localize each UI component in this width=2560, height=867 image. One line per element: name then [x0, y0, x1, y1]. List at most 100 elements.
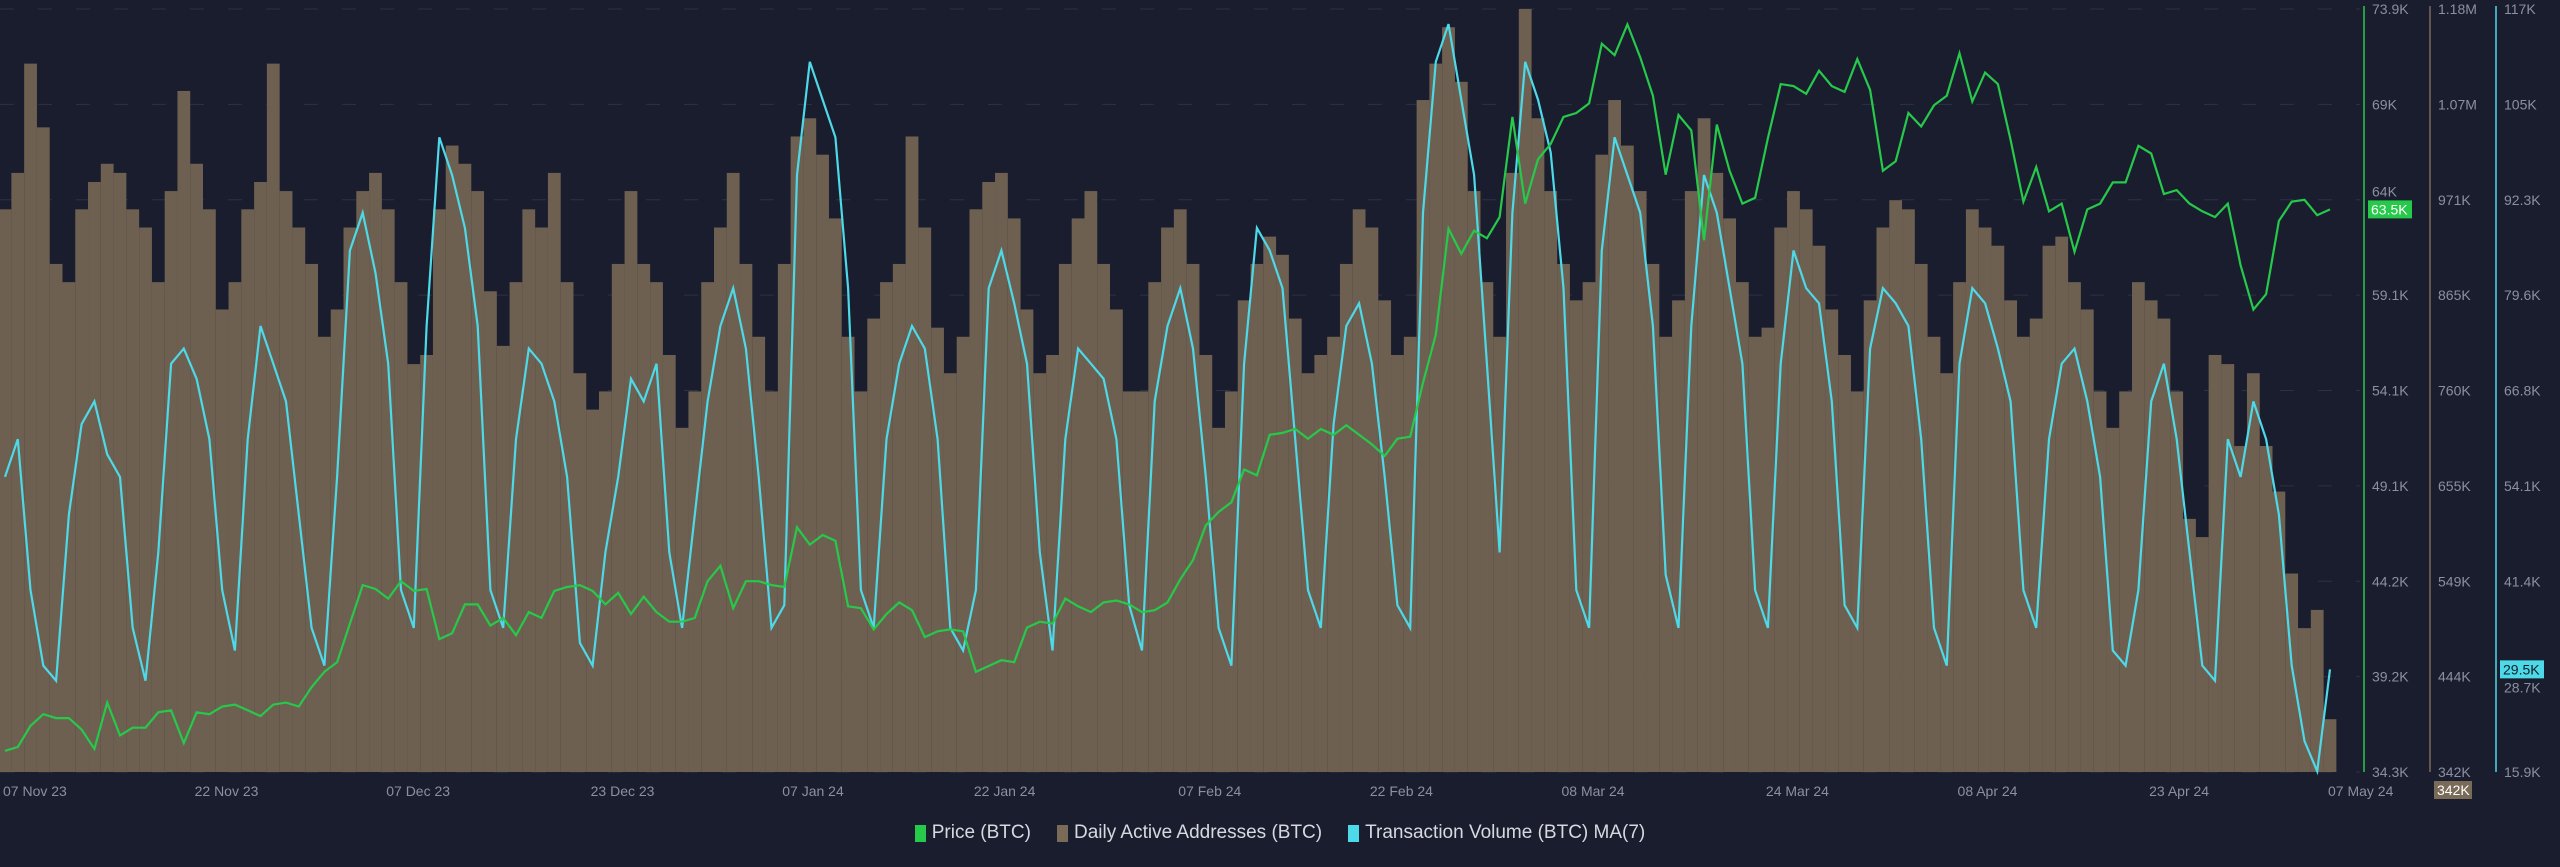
active-addresses-bar: [611, 263, 625, 772]
active-addresses-bar: [2157, 318, 2171, 772]
active-addresses-bar: [522, 209, 536, 773]
active-addresses-bar: [1467, 191, 1481, 773]
active-addresses-bar: [931, 327, 944, 772]
y-axis-tick-label: 44.2K: [2372, 573, 2409, 589]
x-axis-tick-label: 23 Apr 24: [2149, 783, 2209, 799]
active-addresses-bar: [420, 354, 433, 772]
active-addresses-bar: [1084, 191, 1098, 773]
active-addresses-bar: [407, 364, 421, 772]
active-addresses-bar: [1978, 227, 1992, 773]
active-addresses-bar: [1071, 218, 1085, 772]
active-addresses-bar: [1697, 118, 1711, 773]
y-axis-tick-label: 34.3K: [2372, 764, 2409, 780]
legend-item-price[interactable]: Price (BTC): [914, 822, 1031, 844]
active-addresses-swatch-icon: [1056, 824, 1068, 842]
active-addresses-bar: [2106, 427, 2120, 772]
active-addresses-bar: [1416, 100, 1430, 773]
legend-label: Daily Active Addresses (BTC): [1073, 822, 1323, 843]
y-axis-tick-label: 54.1K: [2504, 478, 2541, 494]
active-addresses-bar: [381, 209, 395, 773]
active-addresses-bar: [1557, 263, 1570, 772]
legend: Price (BTC) Daily Active Addresses (BTC)…: [0, 822, 2560, 844]
active-addresses-bar: [662, 354, 676, 772]
active-addresses-bar: [1927, 336, 1941, 772]
active-addresses-bar: [394, 282, 408, 772]
x-axis-tick-label: 22 Jan 24: [974, 783, 1036, 799]
active-addresses-bar: [892, 263, 906, 772]
active-addresses-bar: [24, 63, 37, 773]
active-addresses-bar: [1672, 300, 1685, 772]
active-addresses-bar: [190, 163, 204, 772]
y-axis-tick-label: 39.2K: [2372, 669, 2409, 685]
active-addresses-bar: [777, 263, 791, 772]
active-addresses-bar: [2017, 336, 2030, 772]
active-addresses-bar: [1186, 263, 1200, 772]
active-addresses-bar: [139, 227, 152, 773]
x-axis-tick-label: 07 Jan 24: [782, 783, 844, 799]
y-axis-tick-label: 444K: [2438, 669, 2471, 685]
y-axis-tick-label: 49.1K: [2372, 478, 2409, 494]
y-axis-tick-label: 865K: [2438, 287, 2471, 303]
active-addresses-bar: [343, 227, 357, 773]
active-addresses-bar: [1199, 354, 1213, 772]
active-addresses-bar: [1723, 218, 1736, 772]
active-addresses-bar: [458, 163, 472, 772]
active-addresses-bar: [1135, 391, 1149, 772]
active-addresses-bar: [1058, 263, 1072, 772]
active-addresses-bar: [2298, 628, 2311, 772]
active-addresses-bar: [2246, 373, 2260, 772]
active-addresses-bar: [215, 309, 229, 772]
active-addresses-bar: [0, 209, 12, 773]
active-addresses-bar: [1493, 336, 1507, 772]
active-addresses-bar: [1263, 236, 1277, 772]
active-addresses-bar: [113, 172, 127, 773]
active-addresses-bar: [547, 172, 561, 773]
active-addresses-bar: [1774, 227, 1788, 773]
active-addresses-bar: [982, 181, 996, 772]
active-addresses-bar: [918, 227, 932, 773]
legend-item-active-addresses[interactable]: Daily Active Addresses (BTC): [1056, 822, 1323, 844]
active-addresses-bar: [1608, 100, 1622, 773]
active-addresses-bar: [969, 209, 983, 773]
active-addresses-bar: [752, 336, 766, 772]
active-addresses-bar: [1007, 218, 1021, 772]
y-axis-tick-label: 41.4K: [2504, 573, 2541, 589]
active-addresses-bar: [1224, 391, 1238, 772]
active-addresses-bar: [1544, 191, 1558, 773]
active-addresses-bar: [49, 263, 63, 772]
active-addresses-bar: [1506, 172, 1519, 773]
x-axis-tick-label: 23 Dec 23: [591, 783, 655, 799]
active-addresses-bar: [1531, 118, 1545, 773]
active-addresses-bar: [1033, 373, 1047, 772]
active-addresses-bar: [867, 318, 881, 772]
active-addresses-bar: [279, 191, 293, 773]
active-addresses-bar: [1110, 309, 1123, 772]
x-axis-tick-label: 07 Dec 23: [386, 783, 450, 799]
active-addresses-bar: [995, 172, 1008, 773]
active-addresses-bar: [496, 345, 510, 772]
legend-item-transaction-volume[interactable]: Transaction Volume (BTC) MA(7): [1348, 822, 1645, 844]
active-addresses-bar: [266, 63, 280, 773]
active-addresses-bar: [1761, 327, 1775, 772]
active-addresses-bar: [1173, 209, 1187, 773]
active-addresses-bar: [432, 209, 446, 773]
last-value-label: 63.5K: [2371, 201, 2408, 217]
active-addresses-bar: [675, 427, 689, 772]
active-addresses-bar: [1518, 9, 1532, 772]
active-addresses-bar: [1850, 391, 1864, 772]
last-value-badge: [2500, 660, 2544, 679]
active-addresses-bar: [1046, 354, 1059, 772]
active-addresses-bar: [2119, 391, 2132, 772]
active-addresses-bar: [1838, 354, 1851, 772]
active-addresses-bar: [2004, 300, 2018, 772]
y-axis-tick-label: 59.1K: [2372, 287, 2409, 303]
active-addresses-bar: [828, 218, 842, 772]
y-axis-tick-label: 69K: [2372, 96, 2398, 112]
active-addresses-bar: [624, 191, 638, 773]
active-addresses-bar: [1953, 282, 1966, 772]
last-value-label: 29.5K: [2503, 661, 2540, 677]
y-axis-tick-label: 64K: [2372, 183, 2398, 199]
x-axis-tick-label: 22 Feb 24: [1370, 783, 1433, 799]
y-axis-tick-label: 28.7K: [2504, 679, 2541, 695]
active-addresses-bar: [2029, 318, 2043, 772]
